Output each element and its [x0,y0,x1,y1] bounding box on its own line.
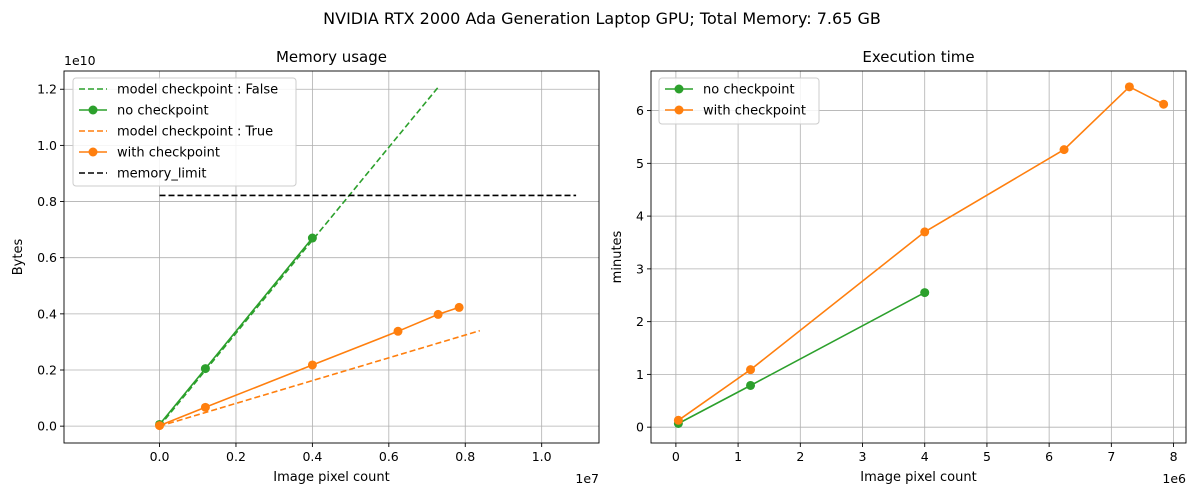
y-tick-label-1: 0.2 [37,363,57,378]
data-point-1-5 [1159,99,1169,109]
axes-title: Memory usage [276,48,387,66]
x-tick-label-8: 8 [1170,449,1178,464]
x-offset-label: 1e6 [1162,471,1186,486]
y-tick-label-3: 0.6 [37,250,57,265]
data-point-3-2 [307,360,317,370]
x-tick-label-1: 1 [734,449,742,464]
data-point-3-0 [155,421,165,431]
data-point-1-2 [920,227,930,237]
x-tick-label-3: 3 [859,449,867,464]
figure-suptitle: NVIDIA RTX 2000 Ada Generation Laptop GP… [323,9,881,28]
legend-marker-1 [88,105,98,115]
series-line-2 [159,329,481,427]
x-tick-label-3: 0.6 [379,449,399,464]
axes-frame [63,70,600,444]
legend-marker-3 [88,147,98,157]
data-point-1-0 [673,415,683,425]
series-layer [673,82,1169,428]
x-tick-label-6: 6 [1045,449,1053,464]
x-tick-label-4: 0.8 [455,449,475,464]
data-point-3-1 [200,402,210,412]
legend-box [658,77,820,125]
data-point-1-2 [307,233,317,243]
execution-time-panel: 0 1 2 3 4 5 6 7 8 0 1 2 3 4 5 6 Execution time Image pixe… [610,48,1187,486]
y-tick-label-0: 0.0 [37,419,57,434]
data-point-1-1 [200,364,210,374]
y-tick-label-5: 5 [636,156,644,171]
x-tick-label-0: 0 [672,449,680,464]
x-tick-label-2: 2 [796,449,804,464]
y-tick-label-4: 0.8 [37,194,57,209]
legend-label-0: model checkpoint : False [117,83,278,98]
y-tick-label-2: 0.4 [37,306,57,321]
x-axis-label: Image pixel count [273,470,389,485]
x-tick-label-7: 7 [1107,449,1115,464]
x-tick-label-5: 1.0 [532,449,552,464]
x-tick-label-0: 0.0 [150,449,170,464]
series-layer [155,87,577,431]
series-line-1 [677,85,1164,421]
legend-label-3: with checkpoint [117,146,220,161]
data-point-3-4 [433,309,443,319]
data-point-0-1 [746,380,756,390]
x-tick-label-1: 0.2 [226,449,246,464]
legend-box [72,77,297,187]
data-point-3-5 [454,302,464,312]
axes-title: Execution time [862,48,974,66]
x-offset-label: 1e7 [575,471,599,486]
legend-label-2: model checkpoint : True [117,125,273,140]
y-tick-label-0: 0 [636,420,644,435]
legend-label-1: no checkpoint [117,104,209,119]
legend-label-4: memory_limit [117,167,206,182]
legend: no checkpoint with checkpoint [658,77,820,125]
y-tick-label-3: 3 [636,261,644,276]
y-tick-label-5: 1.0 [37,138,57,153]
data-point-1-4 [1124,82,1134,92]
x-axis-label: Image pixel count [860,470,976,485]
y-axis-label: Bytes [11,239,26,276]
legend-label-1: with checkpoint [703,104,806,119]
y-tick-label-2: 2 [636,314,644,329]
y-tick-label-4: 4 [636,209,644,224]
legend-marker-1 [674,105,684,115]
data-point-1-1 [746,365,756,375]
data-point-1-3 [1059,145,1069,155]
x-tick-label-5: 5 [983,449,991,464]
legend-marker-0 [674,84,684,94]
y-tick-label-6: 1.2 [37,82,57,97]
data-point-0-2 [920,288,930,298]
legend: model checkpoint : False no checkpoint mod… [72,77,297,187]
y-tick-label-1: 1 [636,367,644,382]
y-axis-label: minutes [610,230,625,283]
data-point-3-3 [393,326,403,336]
y-tick-label-6: 6 [636,103,644,118]
memory-usage-panel: 0.0 0.2 0.4 0.6 0.8 1.0 0.0 0.2 0.4 0.6 0.8 1.0 1.2 M… [11,48,600,486]
series-line-0 [678,291,926,425]
y-offset-label: 1e10 [64,53,96,68]
legend-label-0: no checkpoint [703,83,795,98]
x-tick-label-2: 0.4 [302,449,322,464]
axes-frame [650,70,1187,444]
x-tick-label-4: 4 [921,449,929,464]
